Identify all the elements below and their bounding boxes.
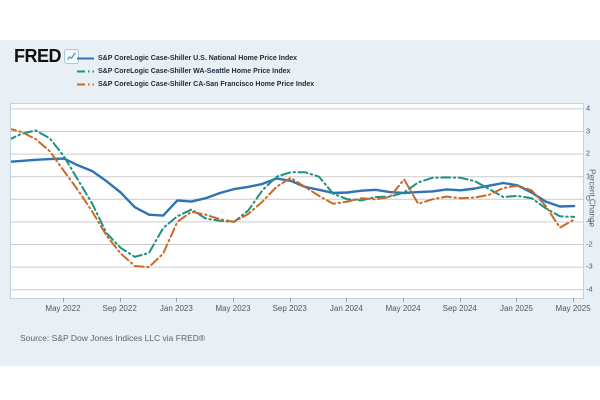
x-tick-label: Jan 2024 xyxy=(329,304,363,313)
x-tick-mark xyxy=(459,298,461,302)
x-tick-mark xyxy=(403,298,405,302)
y-tick-label: 2 xyxy=(586,148,591,158)
data-line[interactable] xyxy=(11,157,576,217)
x-tick-mark xyxy=(119,298,121,302)
y-tick-label: -4 xyxy=(586,284,593,294)
y-tick-label: 1 xyxy=(586,171,591,181)
x-tick-mark xyxy=(233,298,235,302)
x-tick-label: Sep 2024 xyxy=(442,304,477,313)
x-tick-label: Jan 2023 xyxy=(159,304,193,313)
x-tick-mark xyxy=(176,298,178,302)
legend-key-line xyxy=(77,83,94,86)
fred-logo[interactable]: FRED xyxy=(14,46,79,67)
legend-item-label: S&P CoreLogic Case-Shiller WA-Seattle Ho… xyxy=(98,68,291,75)
legend-key-line xyxy=(77,70,94,73)
line-chart-icon xyxy=(64,49,79,64)
y-tick-label: -3 xyxy=(586,261,593,271)
data-line[interactable] xyxy=(11,129,576,258)
x-tick-label: Jan 2025 xyxy=(499,304,533,313)
legend-item-label: S&P CoreLogic Case-Shiller U.S. National… xyxy=(98,55,298,62)
y-tick-label: -2 xyxy=(586,239,593,248)
x-tick-label: May 2022 xyxy=(45,304,81,313)
fred-logo-text: FRED xyxy=(14,46,62,66)
legend-item-label: S&P CoreLogic Case-Shiller CA-San Franci… xyxy=(98,81,315,88)
y-tick-label: 3 xyxy=(586,126,591,135)
legend-item: S&P CoreLogic Case-Shiller WA-Seattle Ho… xyxy=(77,65,314,78)
data-line[interactable] xyxy=(11,128,576,269)
legend-item: S&P CoreLogic Case-Shiller CA-San Franci… xyxy=(77,78,314,91)
x-tick-label: Sep 2023 xyxy=(272,304,307,313)
x-tick-mark xyxy=(62,298,64,302)
x-tick-label: May 2023 xyxy=(215,304,251,313)
x-tick-label: May 2024 xyxy=(385,304,421,313)
x-tick-mark xyxy=(346,298,348,302)
plot-area[interactable] xyxy=(10,103,584,299)
chart-legend: S&P CoreLogic Case-Shiller U.S. National… xyxy=(77,52,314,91)
y-tick-label: -1 xyxy=(586,216,593,226)
x-tick-mark xyxy=(289,298,291,302)
legend-key-line xyxy=(77,57,94,60)
x-tick-label: May 2025 xyxy=(555,304,591,313)
y-tick-label: 4 xyxy=(586,103,591,113)
y-tick-label: 0 xyxy=(586,193,591,203)
source-note: Source: S&P Dow Jones Indices LLC via FR… xyxy=(20,333,206,343)
x-tick-mark xyxy=(516,298,518,302)
x-tick-label: Sep 2022 xyxy=(102,304,137,313)
x-tick-mark xyxy=(573,298,575,302)
legend-item: S&P CoreLogic Case-Shiller U.S. National… xyxy=(77,52,314,65)
